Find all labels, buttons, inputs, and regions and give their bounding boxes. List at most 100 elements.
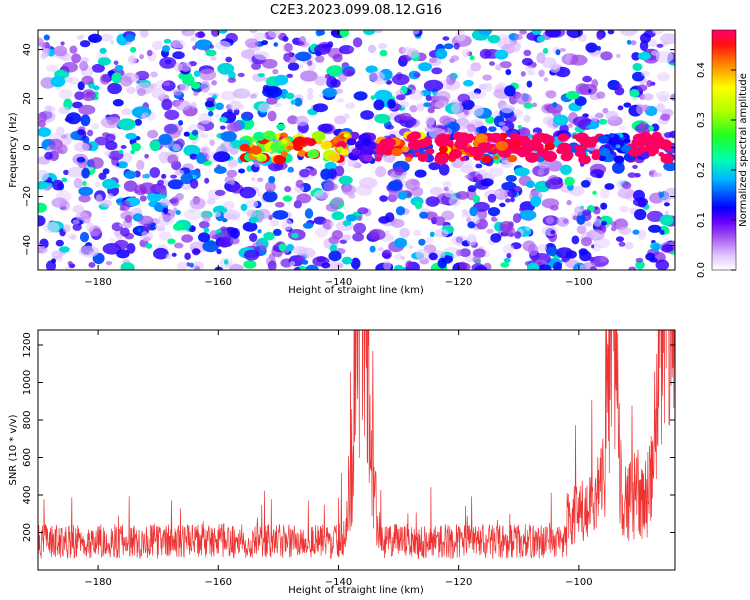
heatmap-cell (317, 123, 333, 133)
x-tick-label: −140 (325, 577, 352, 588)
heatmap-cell (607, 30, 615, 35)
heatmap-cell (205, 49, 217, 57)
heatmap-cell (192, 248, 201, 255)
heatmap-cell (618, 226, 632, 235)
heatmap-cell (121, 108, 133, 116)
heatmap-cell (125, 33, 136, 42)
heatmap-cell (79, 245, 99, 258)
signal-band-cell (475, 133, 488, 143)
heatmap-cell (171, 252, 177, 257)
heatmap-cell (499, 61, 512, 69)
heatmap-cell (579, 250, 592, 262)
heatmap-cell (428, 57, 438, 64)
snr-frame (37, 329, 676, 571)
heatmap-cell (51, 258, 56, 264)
heatmap-cell (537, 264, 552, 270)
heatmap-cell (315, 227, 329, 238)
heatmap-cell (253, 32, 267, 41)
heatmap-cell (463, 109, 469, 116)
heatmap-cell (550, 230, 556, 235)
heatmap-cell (322, 219, 333, 230)
heatmap-cell (657, 72, 671, 82)
heatmap-cell (145, 243, 153, 249)
heatmap-cell (549, 62, 561, 73)
heatmap-cell (368, 44, 377, 54)
heatmap-cell (159, 231, 172, 241)
heatmap-cell (379, 195, 388, 202)
heatmap-cell (99, 47, 107, 54)
heatmap-cell (418, 62, 432, 72)
signal-band-cell (281, 139, 288, 144)
heatmap-cell (405, 260, 413, 270)
heatmap-cell (269, 219, 280, 227)
heatmap-cell (576, 225, 587, 234)
heatmap-cell (338, 175, 353, 185)
heatmap-cell (590, 169, 605, 178)
heatmap-cell (486, 228, 494, 234)
heatmap-cell (94, 181, 101, 188)
heatmap-cell (623, 102, 632, 108)
signal-band-cell (448, 149, 462, 159)
heatmap-cell (659, 214, 674, 226)
heatmap-cell (378, 216, 390, 224)
heatmap-cell (88, 33, 102, 44)
heatmap-cell (632, 71, 645, 82)
heatmap-cell (424, 211, 438, 221)
x-tick-label: −160 (205, 577, 232, 588)
heatmap-cell (407, 48, 420, 59)
heatmap-cell (527, 244, 539, 256)
heatmap-cell (628, 266, 637, 270)
heatmap-cell (278, 243, 287, 252)
x-tick-label: −140 (325, 277, 352, 288)
heatmap-cell (241, 113, 251, 121)
heatmap-cell (651, 30, 664, 35)
heatmap-cell (513, 108, 523, 119)
heatmap-cell (99, 73, 111, 85)
heatmap-cell (181, 234, 194, 243)
heatmap-cell (545, 216, 555, 225)
heatmap-cell (210, 56, 217, 61)
heatmap-cell (552, 261, 563, 270)
heatmap-cell (128, 54, 136, 64)
heatmap-cell (369, 245, 376, 253)
heatmap-cell (536, 52, 546, 64)
signal-band-cell (421, 153, 428, 158)
heatmap-cell (381, 251, 389, 257)
heatmap-cell (615, 83, 623, 89)
heatmap-cell (91, 122, 100, 130)
heatmap-cell (172, 89, 183, 96)
heatmap-cell (326, 260, 341, 270)
heatmap-cell (112, 99, 124, 107)
heatmap-cell (239, 186, 257, 199)
heatmap-cell (663, 187, 675, 200)
heatmap-cell (72, 223, 82, 231)
heatmap-cell (645, 252, 656, 261)
colorbar-tick-label: 0.4 (696, 62, 707, 78)
heatmap-cell (661, 244, 673, 253)
heatmap-cell (173, 242, 184, 249)
heatmap-cell (649, 39, 658, 48)
heatmap-cell (621, 181, 632, 189)
snr-y-label: SNR (10 * v/v) (8, 414, 19, 485)
heatmap-cell (123, 180, 138, 192)
heatmap-cell (434, 228, 449, 238)
heatmap-cell (105, 140, 118, 151)
heatmap-cell (249, 30, 258, 34)
heatmap-cell (442, 181, 452, 188)
heatmap-cell (652, 244, 660, 252)
heatmap-cell (348, 193, 356, 199)
heatmap-cell (460, 165, 474, 174)
heatmap-cell (523, 114, 531, 123)
signal-band-cell (599, 148, 611, 157)
heatmap-cell (377, 247, 384, 252)
heatmap-cell (38, 243, 45, 254)
heatmap-cell (161, 98, 173, 111)
heatmap-cell (170, 39, 186, 49)
heatmap-cell (593, 218, 602, 227)
heatmap-cell (307, 87, 314, 95)
heatmap-cell (564, 53, 573, 63)
heatmap-cell (117, 161, 128, 169)
heatmap-cell (450, 55, 460, 62)
heatmap-cell (256, 177, 264, 183)
heatmap-cell (272, 228, 282, 236)
